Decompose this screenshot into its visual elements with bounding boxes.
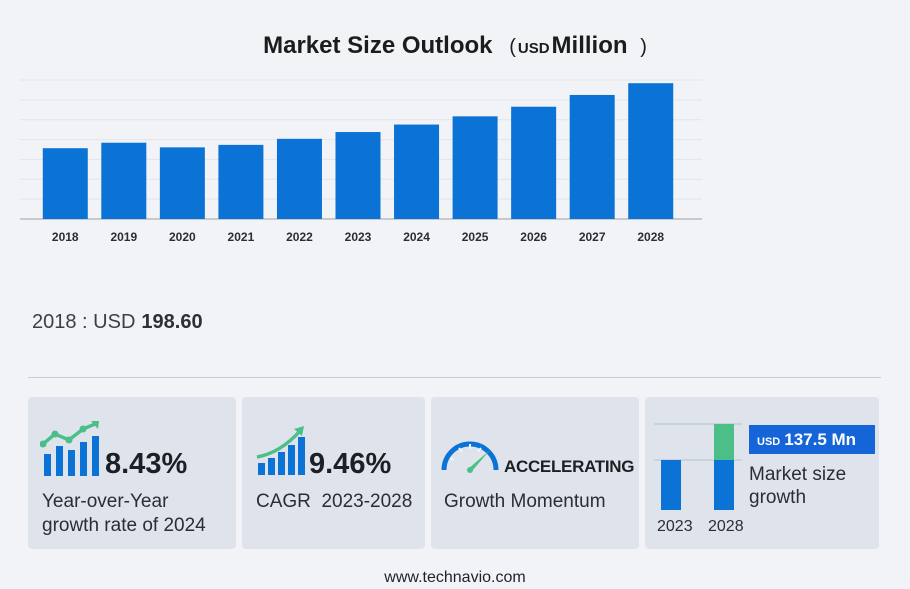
bar-2018 bbox=[42, 148, 88, 219]
market-growth-value: 137.5 Mn bbox=[784, 430, 857, 449]
market-growth-badge: USD 137.5 Mn bbox=[749, 425, 875, 454]
x-tick-label-2019: 2019 bbox=[110, 230, 137, 244]
x-tick-label-2018: 2018 bbox=[52, 230, 79, 244]
yoy-caption-line1: Year-over-Year bbox=[42, 491, 169, 512]
bar-2022 bbox=[276, 138, 322, 219]
section-divider bbox=[28, 377, 881, 378]
x-tick-label-2021: 2021 bbox=[228, 230, 255, 244]
x-tick-label-2025: 2025 bbox=[462, 230, 489, 244]
chart-title-text: Market Size Outlook bbox=[263, 32, 493, 59]
market-growth-caption-line2: growth bbox=[749, 487, 807, 508]
unit-close-paren: ) bbox=[640, 36, 647, 58]
bar-2023 bbox=[335, 132, 381, 219]
x-tick-label-2026: 2026 bbox=[520, 230, 547, 244]
bar-2020 bbox=[159, 147, 205, 219]
x-tick-label-2020: 2020 bbox=[169, 230, 196, 244]
yoy-caption-line2: growth rate of 2024 bbox=[42, 515, 206, 536]
market-growth-currency: USD bbox=[757, 436, 781, 448]
bar-2027 bbox=[569, 94, 615, 219]
x-tick-label-2024: 2024 bbox=[403, 230, 430, 244]
unit-label: Million bbox=[551, 32, 628, 59]
market-growth-year-end: 2028 bbox=[708, 518, 744, 535]
bar-2021 bbox=[218, 144, 264, 219]
growth-comparison-bars-icon bbox=[654, 423, 742, 510]
bar-2026 bbox=[511, 106, 557, 219]
unit-currency: USD bbox=[517, 40, 550, 57]
x-tick-label-2022: 2022 bbox=[286, 230, 313, 244]
yoy-value: 8.43% bbox=[105, 448, 188, 480]
bar-2028 bbox=[628, 83, 674, 219]
bar-chart: 2018 2019 2020 2021 2022 2023 2024 2025 2026 2027… bbox=[20, 79, 702, 244]
momentum-caption: Growth Momentum bbox=[444, 491, 606, 512]
chart-title: Market Size Outlook (USDMillion ) bbox=[0, 32, 910, 60]
unit-open-paren: ( bbox=[509, 36, 516, 58]
base-year-value: 2018 : USD 198.60 bbox=[32, 311, 203, 334]
momentum-card bbox=[431, 397, 639, 549]
bar-2025 bbox=[452, 116, 498, 219]
momentum-value: ACCELERATING bbox=[504, 457, 635, 476]
base-year-amount: 198.60 bbox=[141, 311, 203, 333]
base-year-label: 2018 : USD bbox=[32, 311, 136, 333]
x-tick-label-2027: 2027 bbox=[579, 230, 606, 244]
x-tick-label-2023: 2023 bbox=[345, 230, 372, 244]
bar-2019 bbox=[101, 142, 147, 219]
rising-bars-arrow-icon bbox=[256, 426, 305, 475]
x-tick-label-2028: 2028 bbox=[637, 230, 664, 244]
footer-site: www.technavio.com bbox=[384, 569, 526, 586]
bar-growth-chart-icon bbox=[40, 421, 99, 476]
bar-2024 bbox=[394, 124, 440, 219]
market-growth-card bbox=[645, 397, 879, 549]
cagr-value: 9.46% bbox=[309, 448, 392, 480]
market-growth-caption-line1: Market size bbox=[749, 464, 847, 485]
cagr-caption: CAGR 2023-2028 bbox=[256, 491, 413, 512]
market-growth-year-start: 2023 bbox=[657, 518, 693, 535]
speedometer-icon bbox=[441, 441, 499, 473]
